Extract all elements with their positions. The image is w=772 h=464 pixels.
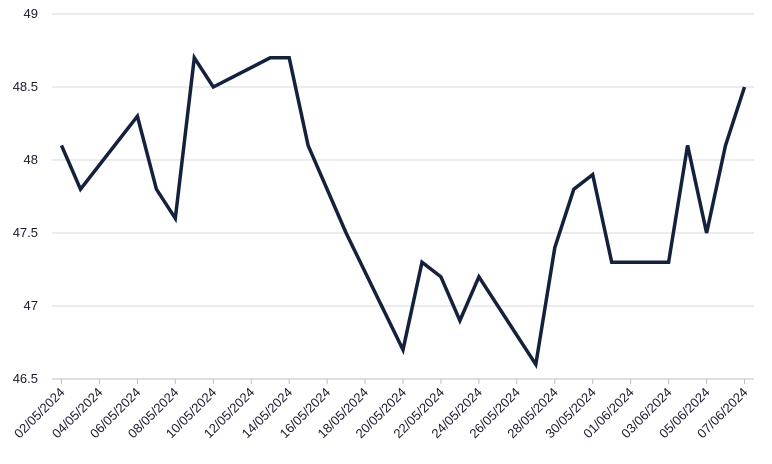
series-line-0 — [59, 52, 747, 370]
y-tick-label: 47.5 — [13, 225, 38, 240]
y-tick-label: 49 — [24, 6, 38, 21]
x-axis: 02/05/202404/05/202406/05/202408/05/2024… — [11, 378, 754, 441]
series-layer — [59, 52, 747, 370]
y-tick-label: 47 — [24, 298, 38, 313]
y-axis: 46.5 47 47.5 48 48.5 49 — [13, 6, 38, 386]
y-tick-label: 46.5 — [13, 371, 38, 386]
grid-layer — [52, 13, 754, 307]
y-tick-label: 48 — [24, 152, 38, 167]
y-tick-label: 48.5 — [13, 79, 38, 94]
